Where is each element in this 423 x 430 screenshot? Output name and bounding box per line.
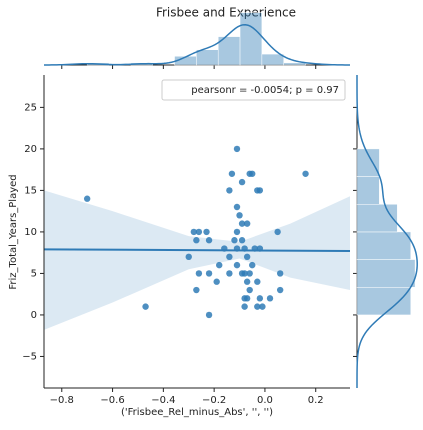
x-tick-label: −0.6 <box>100 395 124 406</box>
scatter-point <box>203 228 210 236</box>
scatter-point <box>256 295 264 302</box>
scatter-point <box>195 228 203 236</box>
scatter-point <box>205 270 213 277</box>
regression-line <box>43 248 351 253</box>
scatter-point <box>254 278 261 285</box>
scatter-point <box>226 270 233 277</box>
scatter-point <box>254 303 261 310</box>
scatter-point <box>226 187 233 194</box>
y-hist-bar <box>356 287 412 316</box>
y-hist-bar <box>356 259 416 288</box>
y-tick-label: −5 <box>22 351 37 362</box>
y-hist-bar <box>356 148 380 177</box>
x-hist-bar <box>261 53 284 66</box>
x-tick-label: −0.8 <box>50 395 74 406</box>
y-tick-label: 10 <box>24 227 37 238</box>
scatter-point <box>246 286 253 294</box>
scatter-point <box>142 303 149 310</box>
y-axis-label: Friz_Total_Years_Played <box>8 174 19 289</box>
y-hist-bar <box>356 231 412 260</box>
y-hist-bar <box>356 176 380 205</box>
scatter-point <box>238 237 246 244</box>
scatter-point <box>238 220 246 227</box>
scatter-point <box>205 237 213 244</box>
scatter-point <box>236 212 243 219</box>
scatter-point <box>205 311 213 319</box>
x-tick-label: 0.2 <box>308 395 324 406</box>
scatter-point <box>233 203 241 211</box>
scatter-point <box>243 253 251 261</box>
scatter-point <box>241 303 248 310</box>
scatter-point <box>246 270 253 277</box>
scatter-point <box>193 286 200 294</box>
x-hist-bar <box>196 49 219 66</box>
scatter-point <box>241 270 248 277</box>
legend-box <box>161 79 346 101</box>
x-tick-label: −0.2 <box>202 395 226 406</box>
scatter-point <box>238 178 246 186</box>
y-hist-bar <box>356 204 398 233</box>
legend-text: pearsonr = -0.0054; p = 0.97 <box>191 85 339 96</box>
scatter-point <box>216 261 223 269</box>
scatter-point <box>193 237 200 244</box>
scatter-point <box>276 286 284 294</box>
scatter-point <box>243 220 251 227</box>
x-tick-label: 0.0 <box>257 395 273 406</box>
chart-title: Frisbee and Experience <box>156 6 296 20</box>
scatter-point <box>259 303 266 310</box>
scatter-point <box>276 270 284 277</box>
scatter-point <box>195 270 203 277</box>
scatter-point <box>256 187 264 194</box>
scatter-point <box>249 261 256 269</box>
scatter-point <box>266 295 274 302</box>
x-tick-label: −0.4 <box>151 395 175 406</box>
y-tick-label: 20 <box>24 144 37 155</box>
scatter-point <box>226 253 233 261</box>
scatter-point <box>228 170 236 177</box>
scatter-point <box>233 145 241 153</box>
y-tick-label: 25 <box>24 102 37 113</box>
scatter-point <box>233 228 241 236</box>
x-hist-bar <box>283 62 306 66</box>
scatter-point <box>185 253 192 261</box>
y-tick-label: 15 <box>24 185 37 196</box>
x-kde <box>43 23 351 66</box>
scatter-point <box>243 295 251 302</box>
y-tick-label: 0 <box>31 310 37 321</box>
confidence-band <box>44 190 350 330</box>
y-tick-label: 5 <box>31 268 37 279</box>
scatter-point <box>302 170 309 177</box>
y-kde <box>356 74 418 389</box>
scatter-point <box>233 261 241 269</box>
scatter-point <box>243 278 251 285</box>
scatter-point <box>83 195 91 202</box>
x-hist-bar <box>239 12 263 66</box>
scatter-point <box>213 278 220 285</box>
scatter-point <box>231 237 238 244</box>
x-axis-label: ('Frisbee_Rel_minus_Abs', '', '') <box>121 407 273 418</box>
scatter-point <box>274 228 281 236</box>
scatter-point <box>190 228 198 236</box>
scatter-point <box>249 170 256 177</box>
